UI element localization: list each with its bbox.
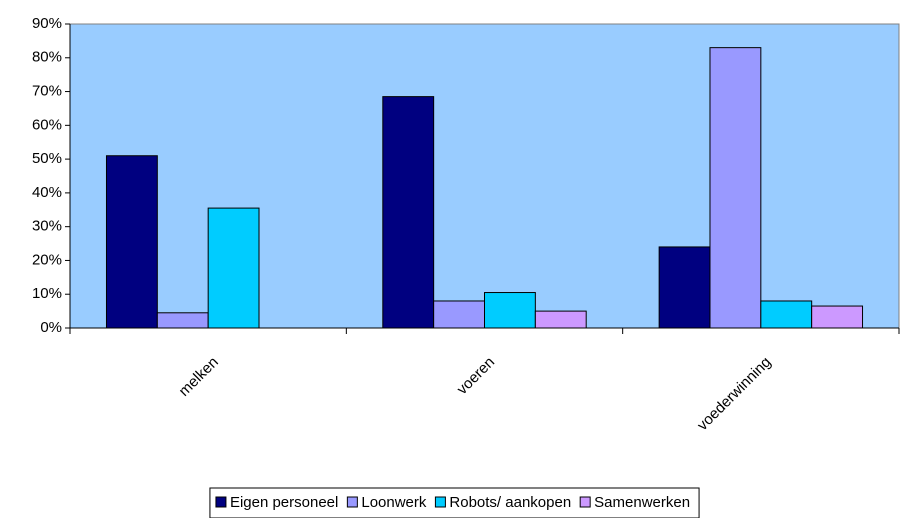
legend-label: Samenwerken [594,494,690,511]
y-tick-label: 30% [32,218,62,235]
bar [811,305,864,329]
bar [760,300,813,329]
legend-swatch [346,496,358,508]
x-tick-label: melken [176,354,222,400]
bar [207,207,260,329]
legend: Eigen personeel Loonwerk Robots/ aankopen S… [209,487,700,519]
y-tick-label: 10% [32,285,62,302]
legend-swatch [215,496,227,508]
y-tick-label: 40% [32,184,62,201]
y-tick-label: 0% [40,319,62,336]
y-tick-label: 20% [32,251,62,268]
bar [105,155,158,329]
bar [382,96,435,329]
y-tick-label: 80% [32,49,62,66]
legend-label: Eigen personeel [230,494,338,511]
bar [156,312,209,329]
bar [658,246,711,329]
bar [484,292,536,329]
y-tick-label: 90% [32,15,62,32]
legend-swatch [434,496,446,508]
bar [433,300,485,329]
x-tick-label: voeren [454,354,498,398]
legend-label: Loonwerk [361,494,427,511]
x-tick-label: voederwinning [694,354,774,434]
y-tick-label: 50% [32,150,62,167]
y-tick-label: 70% [32,83,62,100]
y-tick-label: 60% [32,116,62,133]
bar [709,47,762,329]
legend-swatch [579,496,591,508]
bar [534,310,587,329]
legend-label: Robots/ aankopen [449,494,571,511]
plot-area [69,23,900,329]
